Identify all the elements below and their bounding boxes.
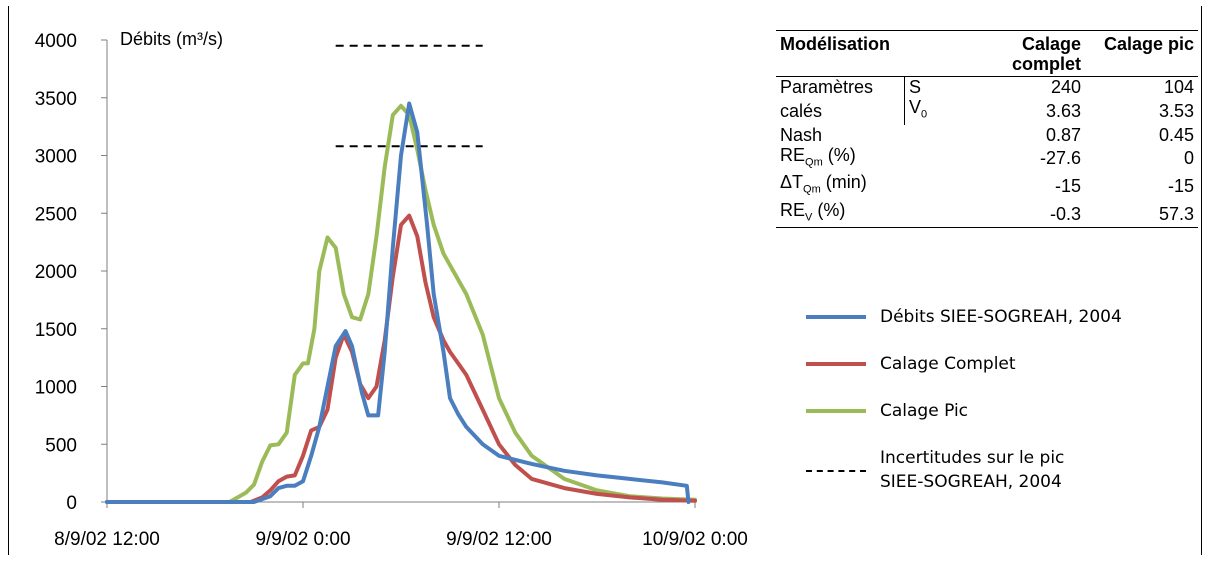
- dt-label: ΔTQm (min): [780, 172, 867, 196]
- nash-label: Nash: [780, 124, 823, 145]
- x-tick-label: 9/9/02 12:00: [446, 529, 552, 550]
- header-modelisation: Modélisation: [776, 30, 969, 77]
- reqm-pic: 0: [1183, 148, 1194, 169]
- nash-complet: 0.87: [1045, 124, 1081, 145]
- y-tick-label: 2000: [35, 262, 77, 283]
- legend-item-debits: Débits SIEE-SOGREAH, 2004: [806, 305, 1122, 352]
- params-label-2: calés: [776, 97, 905, 125]
- legend-item-calage-complet: Calage Complet: [806, 352, 1122, 399]
- table-row: Paramètres S 240 104: [776, 76, 1198, 97]
- parameters-table: Modélisation Calage complet Calage pic P…: [776, 30, 1198, 229]
- series-line-2: [105, 103, 697, 504]
- hydrograph-chart: 0 500 1000 1500 2000 2500 3000 3500 4000 8/9/02 1…: [35, 29, 748, 550]
- y-tick-label: 0: [66, 493, 77, 514]
- y-tick-label: 500: [45, 435, 77, 456]
- legend-swatch-blue: [806, 315, 866, 319]
- y-axis-label: Débits (m³/s): [120, 29, 223, 49]
- y-tick-label: 1500: [35, 320, 77, 341]
- y-tick-label: 1000: [35, 378, 77, 399]
- s-label: S: [909, 77, 922, 97]
- legend-label: Calage Pic: [880, 401, 969, 421]
- header-calage-pic: Calage pic: [1085, 30, 1198, 77]
- reqm-complet: -27.6: [1039, 148, 1081, 169]
- dt-complet: -15: [1054, 175, 1081, 196]
- rev-label: REV (%): [776, 199, 969, 229]
- reqm-label: REQm (%): [780, 144, 856, 169]
- legend-item-calage-pic: Calage Pic: [806, 399, 1122, 446]
- v0-complet: 3.63: [1045, 100, 1081, 121]
- y-tick-label: 2500: [35, 204, 77, 225]
- legend-item-incertitudes: Incertitudes sur le pic SIEE-SOGREAH, 200…: [806, 446, 1122, 506]
- x-tick-label: 9/9/02 0:00: [255, 529, 350, 550]
- y-tick-label: 4000: [35, 31, 77, 52]
- series-layer: [105, 44, 697, 504]
- params-label-1: Paramètres: [776, 76, 905, 97]
- y-tick-label: 3500: [35, 89, 77, 110]
- axes: 0 500 1000 1500 2000 2500 3000 3500 4000 8/9/02 1…: [35, 31, 748, 550]
- table-row: calés V0 3.63 3.53: [776, 97, 1198, 125]
- nash-pic: 0.45: [1158, 124, 1194, 145]
- legend-swatch-red: [806, 362, 866, 366]
- y-tick-label: 3000: [35, 147, 77, 168]
- legend-label: Calage Complet: [880, 354, 1016, 374]
- legend-label: Débits SIEE-SOGREAH, 2004: [880, 307, 1122, 327]
- rev-complet: -0.3: [969, 199, 1085, 229]
- s-pic: 104: [1163, 77, 1194, 97]
- v0-label: V0: [909, 97, 928, 121]
- table-header-row: Modélisation Calage complet Calage pic: [776, 30, 1198, 77]
- table-row: Nash 0.87 0.45: [776, 125, 1198, 145]
- legend-swatch-green: [806, 409, 866, 413]
- legend: Débits SIEE-SOGREAH, 2004 Calage Complet…: [806, 305, 1122, 506]
- x-tick-label: 10/9/02 0:00: [642, 529, 748, 550]
- table-row: REQm (%) -27.6 0: [776, 145, 1198, 173]
- table-row: REV (%) -0.3 57.3: [776, 199, 1198, 229]
- s-complet: 240: [1050, 77, 1081, 97]
- header-calage-complet: Calage complet: [969, 30, 1085, 77]
- table-row: ΔTQm (min) -15 -15: [776, 172, 1198, 200]
- series-line-1: [105, 213, 697, 504]
- legend-swatch-dashed: [806, 470, 866, 472]
- figure-frame: [8, 6, 1202, 555]
- series-line-0: [105, 101, 691, 504]
- legend-label: Incertitudes sur le pic SIEE-SOGREAH, 200…: [880, 448, 1065, 492]
- dt-pic: -15: [1167, 175, 1194, 196]
- x-tick-label: 8/9/02 12:00: [54, 529, 160, 550]
- v0-pic: 3.53: [1158, 100, 1194, 121]
- rev-pic: 57.3: [1085, 199, 1198, 229]
